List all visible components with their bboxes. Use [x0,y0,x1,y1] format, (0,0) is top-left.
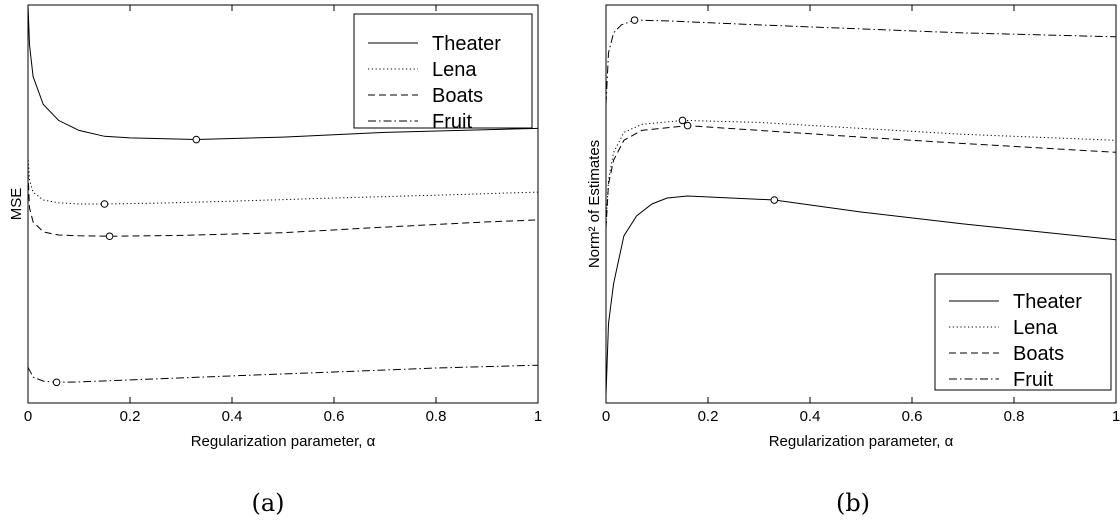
legend-label-boats: Boats [432,85,483,107]
legend-label-theater: Theater [432,33,501,55]
optimum-marker-fruit [52,378,61,387]
optimum-marker-lena [100,200,109,208]
x-axis-label: Regularization parameter, α [769,433,954,450]
panel-a: 0 0.2 0.4 0.6 0.8 1 Theater Lena Boats Fruit Reg… [8,4,542,517]
x-tick-label: 0.2 [120,408,141,425]
legend-box [353,13,533,129]
optimum-marker-lena [678,116,687,125]
series-line-fruit [605,19,1117,105]
legend-label-boats: Boats [1013,343,1064,365]
optimum-marker-fruit [630,16,639,24]
optimum-marker-theater [192,135,201,144]
x-tick-label: 0 [602,408,610,425]
legend-box [934,273,1112,391]
series-layer [27,4,539,387]
x-tick-label: 1 [1112,408,1120,425]
x-tick-label: 0.8 [1004,408,1025,425]
legend-label-fruit: Fruit [432,111,472,133]
legend-label-theater: Theater [1013,291,1082,313]
series-line-boats [27,172,539,237]
plot-area-frame [605,4,1117,404]
x-tick-label: 0 [24,408,32,425]
y-axis-label: MSE [8,188,25,221]
series-line-lena [27,156,539,205]
series-line-theater [27,4,539,141]
plot-area-frame [27,4,539,404]
x-ticks: 0 0.2 0.4 0.6 0.8 1 [24,5,542,425]
legend: Theater Lena Boats Fruit [353,13,533,133]
x-tick-label: 0.4 [800,408,821,425]
legend-label-lena: Lena [432,59,477,81]
panel-b: 0 0.2 0.4 0.6 0.8 1 Theater Lena Boats Fruit Reg… [586,4,1120,517]
legend-label-lena: Lena [1013,317,1058,339]
x-ticks: 0 0.2 0.4 0.6 0.8 1 [602,5,1120,425]
panel-caption: (a) [251,489,284,517]
x-tick-label: 1 [534,408,542,425]
x-tick-label: 0.4 [222,408,243,425]
x-axis-label: Regularization parameter, α [191,433,376,450]
series-layer [605,16,1117,396]
optimum-marker-boats [105,232,114,241]
optimum-marker-boats [683,121,692,130]
x-tick-label: 0.6 [902,408,923,425]
series-line-theater [605,195,1117,396]
series-line-fruit [27,364,539,383]
optimum-marker-theater [770,196,779,204]
x-tick-label: 0.8 [426,408,447,425]
series-line-boats [605,125,1117,228]
x-tick-label: 0.2 [698,408,719,425]
panel-caption: (b) [836,489,870,517]
legend-label-fruit: Fruit [1013,369,1053,391]
y-axis-label: Norm² of Estimates [586,140,603,268]
x-tick-label: 0.6 [324,408,345,425]
legend: Theater Lena Boats Fruit [934,273,1112,391]
series-line-lena [605,119,1117,224]
